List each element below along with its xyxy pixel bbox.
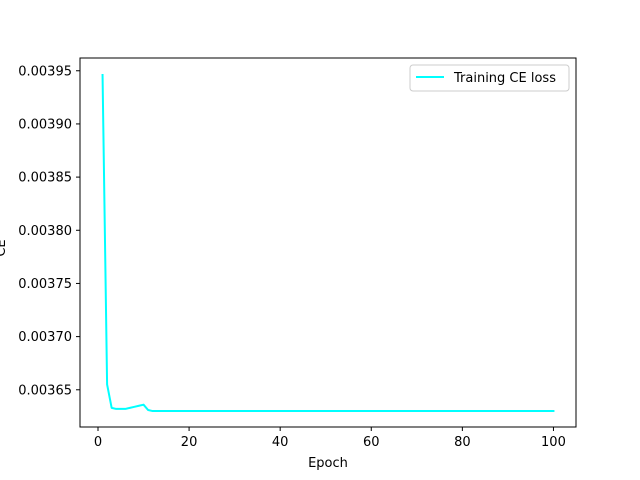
y-axis-ticks: 0.00365 0.00370 0.00375 0.00380 0.00385 0.003… [18,64,80,398]
y-tick-label: 0.00370 [18,330,72,345]
y-tick-label: 0.00375 [18,277,72,292]
y-tick-label: 0.00395 [18,64,72,79]
series-layer [101,73,555,413]
plot-frame [79,57,577,428]
x-axis-ticks: 0 20 40 60 80 100 [94,427,566,450]
x-axis-label: Epoch [308,456,348,471]
legend-label: Training CE loss [453,71,556,86]
y-axis-label: CE [0,239,9,256]
x-tick-label: 20 [181,435,198,450]
legend-box [409,64,570,92]
y-tick-label: 0.00380 [18,224,72,239]
x-tick-label: 40 [272,435,289,450]
x-tick-label: 100 [541,435,566,450]
y-tick-label: 0.00390 [18,117,72,132]
y-tick-label: 0.00365 [18,383,72,398]
x-tick-label: 80 [454,435,471,450]
y-tick-label: 0.00385 [18,171,72,186]
x-tick-label: 60 [363,435,380,450]
legend: Training CE loss [409,64,570,92]
x-tick-label: 0 [94,435,102,450]
plot-area [80,58,576,427]
series-line [101,73,555,413]
